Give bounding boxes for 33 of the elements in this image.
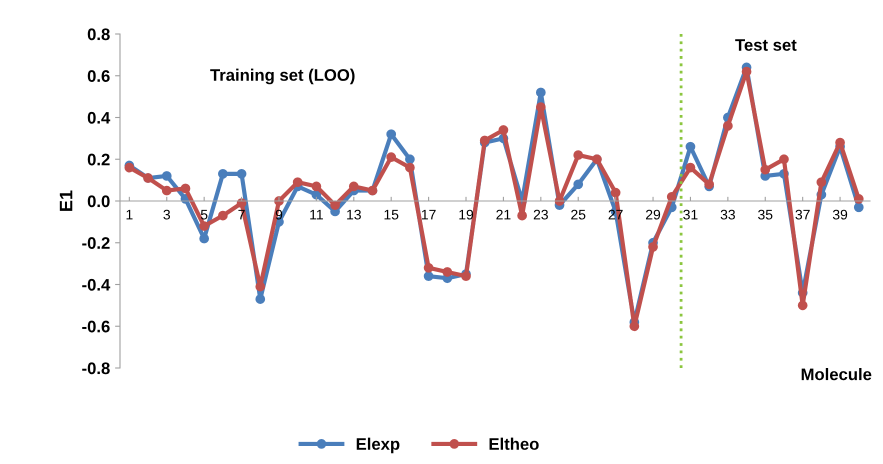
x-tick-label: 17: [422, 210, 436, 220]
legend-label: Eltheo: [490, 438, 539, 450]
x-tick-label: 25: [571, 210, 586, 220]
annotation: Training set (LOO): [210, 68, 355, 84]
x-tick-label: 31: [683, 210, 698, 220]
x-tick-label: 9: [276, 210, 282, 220]
x-tick-label: 3: [163, 210, 170, 220]
x-tick-label: 35: [758, 210, 772, 220]
x-tick-label: 1: [126, 210, 133, 220]
y-tick-label: -0.4: [82, 278, 110, 291]
x-tick-label: 27: [608, 210, 623, 220]
y-tick-label: -0.6: [82, 320, 110, 332]
x-tick-label: 21: [496, 210, 510, 220]
x-tick-label: 11: [310, 210, 323, 220]
x-tick-label: 39: [832, 210, 848, 220]
x-tick-label: 13: [347, 210, 361, 220]
x-tick-label: 33: [720, 210, 735, 220]
x-tick-label: 5: [200, 210, 208, 220]
x-tick-label: 15: [384, 210, 398, 220]
y-tick-label: 0.2: [88, 154, 110, 166]
y-tick-label: 0.8: [88, 28, 110, 40]
legend-label: Elexp: [356, 438, 400, 454]
x-tick-label: 23: [534, 210, 548, 220]
x-tick-label: 29: [646, 210, 660, 220]
y-tick-label: 0.4: [88, 112, 110, 124]
y-tick-label: 0.6: [88, 70, 110, 82]
y-tick-label: -0.2: [82, 237, 110, 249]
y-tick-label: -0.8: [82, 362, 110, 374]
x-tick-label: 37: [795, 210, 810, 220]
x-axis-title: Molecule: [802, 368, 872, 380]
y-tick-label: 0.0: [88, 195, 110, 208]
y-axis-title: E1: [60, 190, 72, 211]
annotation: Test set: [735, 39, 797, 51]
